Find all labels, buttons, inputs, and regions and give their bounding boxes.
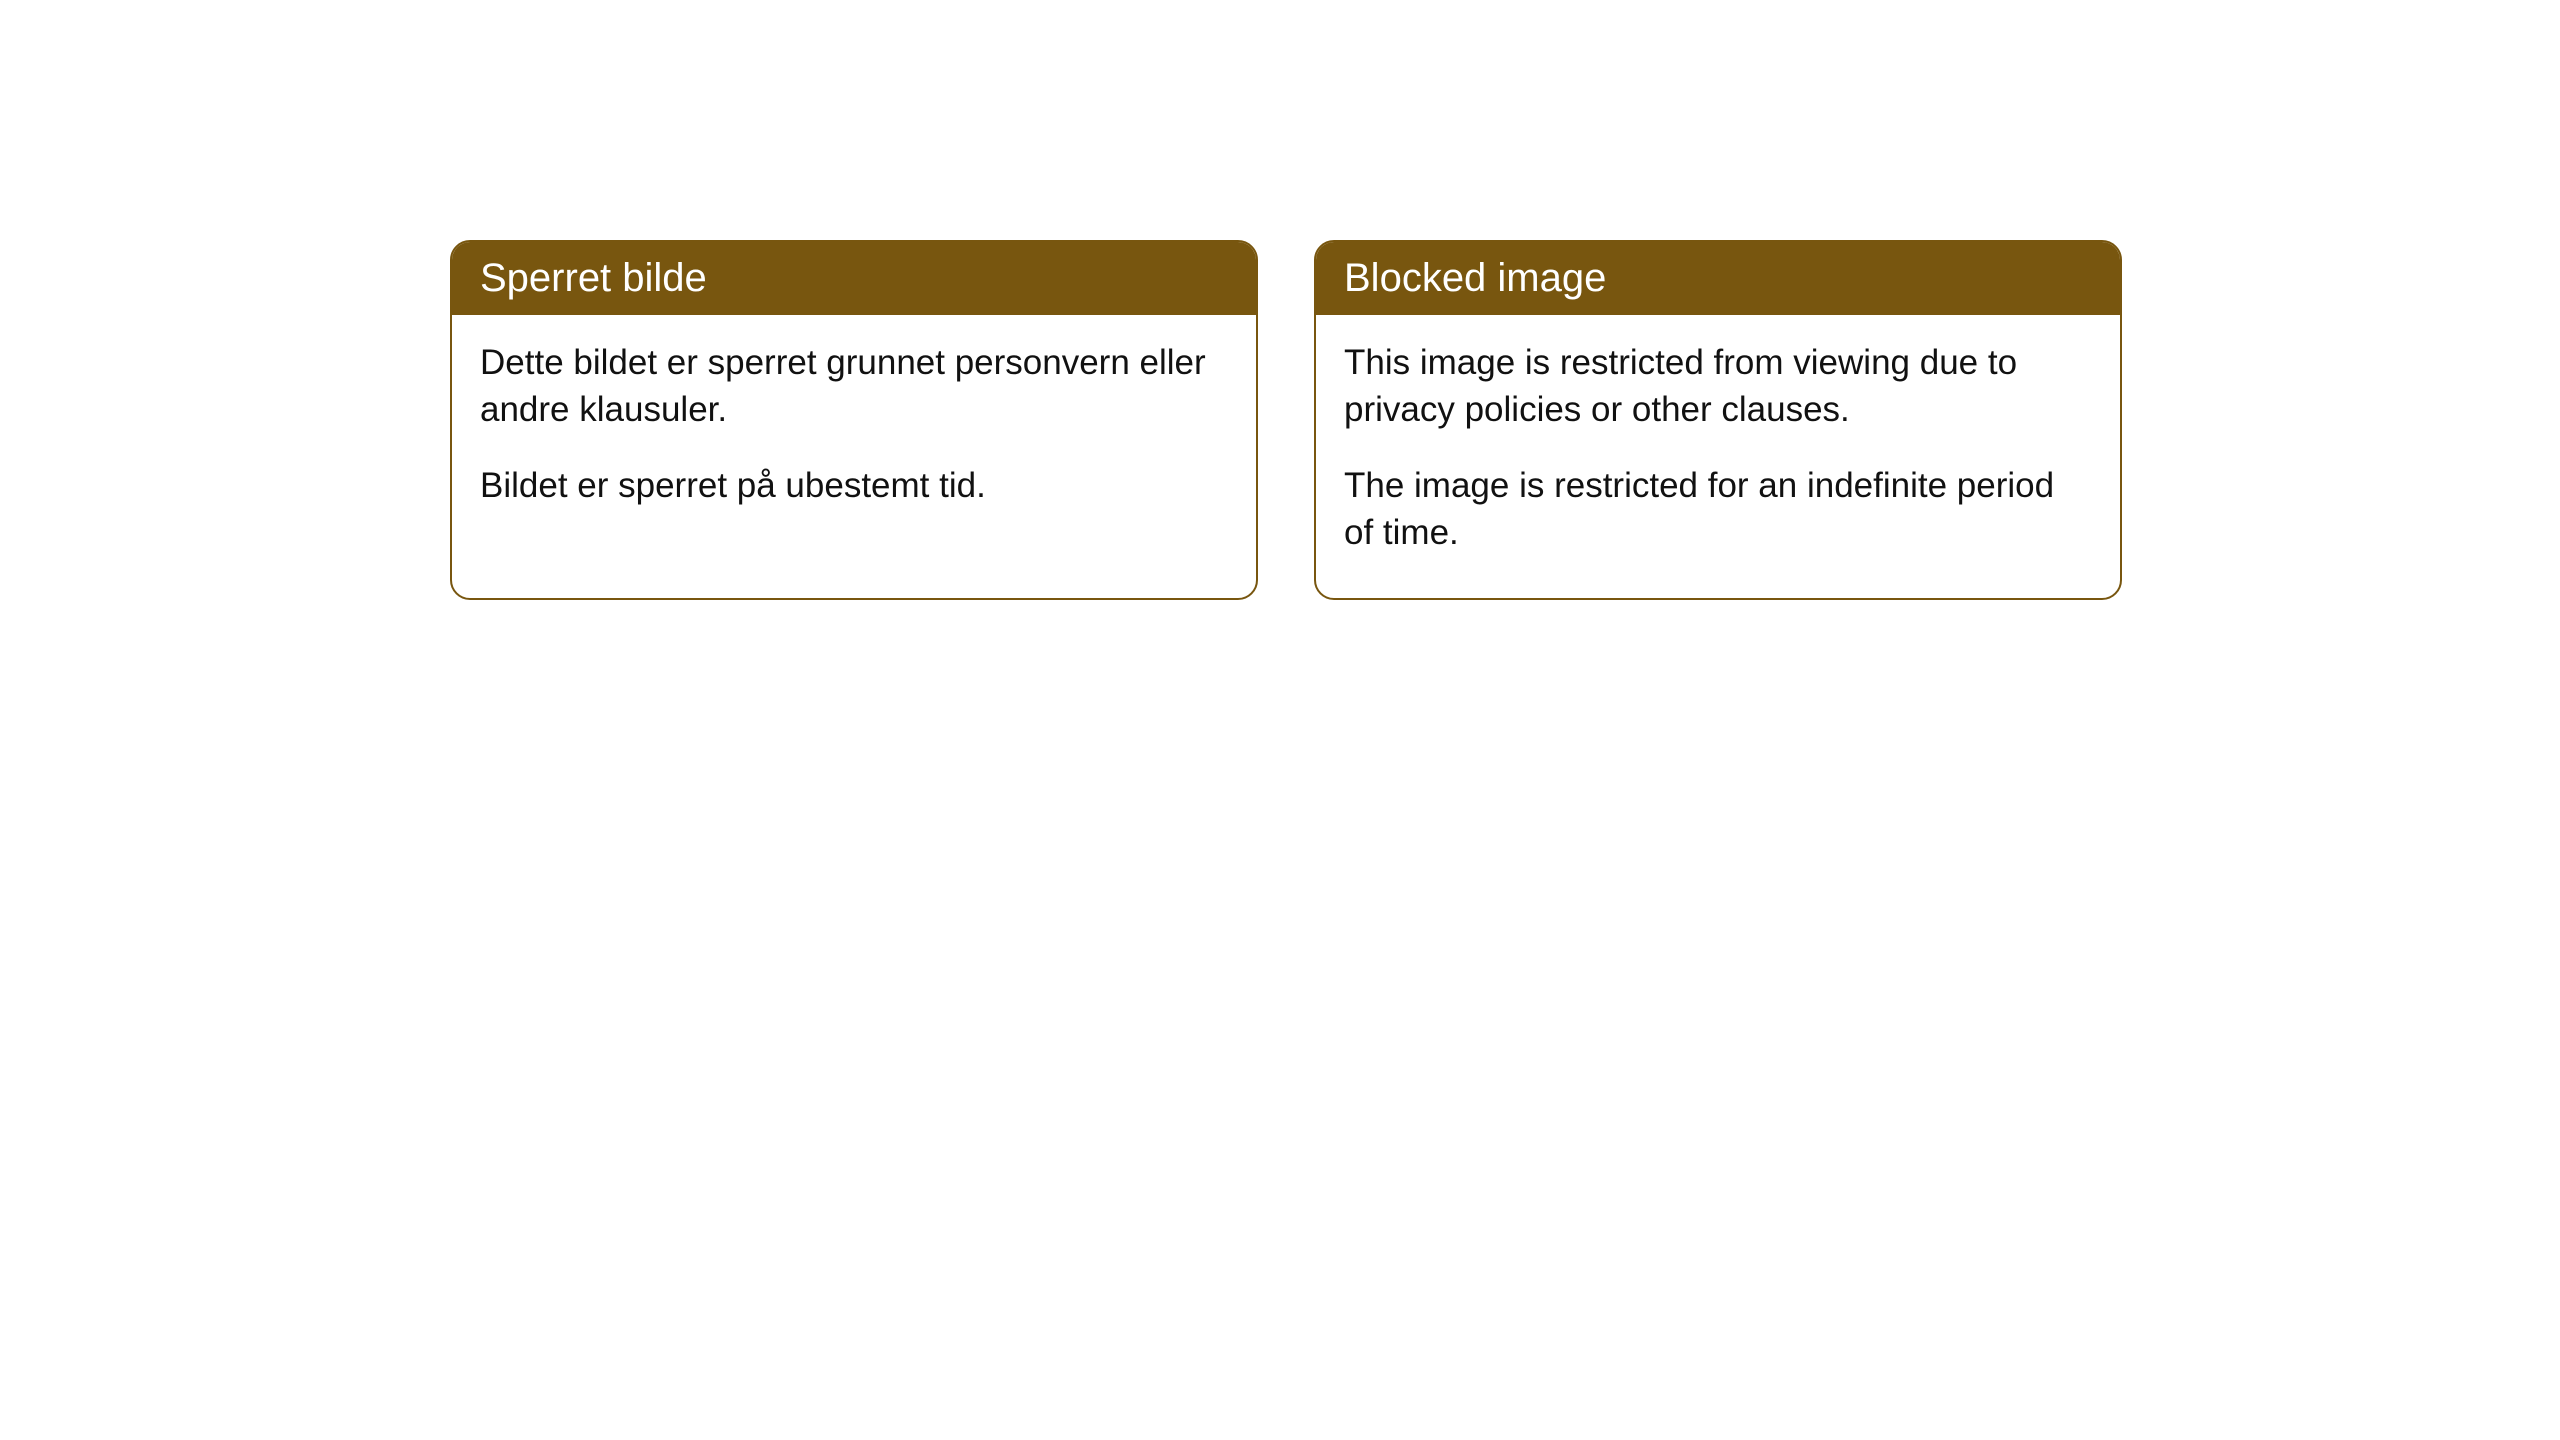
notice-cards-container: Sperret bilde Dette bildet er sperret gr… — [450, 240, 2560, 600]
notice-card-norwegian: Sperret bilde Dette bildet er sperret gr… — [450, 240, 1258, 600]
card-paragraph: The image is restricted for an indefinit… — [1344, 462, 2092, 557]
card-header-norwegian: Sperret bilde — [452, 242, 1256, 315]
card-body-english: This image is restricted from viewing du… — [1316, 315, 2120, 598]
notice-card-english: Blocked image This image is restricted f… — [1314, 240, 2122, 600]
card-paragraph: Dette bildet er sperret grunnet personve… — [480, 339, 1228, 434]
card-header-english: Blocked image — [1316, 242, 2120, 315]
card-body-norwegian: Dette bildet er sperret grunnet personve… — [452, 315, 1256, 551]
card-title: Blocked image — [1344, 256, 1606, 300]
card-paragraph: Bildet er sperret på ubestemt tid. — [480, 462, 1228, 509]
card-title: Sperret bilde — [480, 256, 707, 300]
card-paragraph: This image is restricted from viewing du… — [1344, 339, 2092, 434]
